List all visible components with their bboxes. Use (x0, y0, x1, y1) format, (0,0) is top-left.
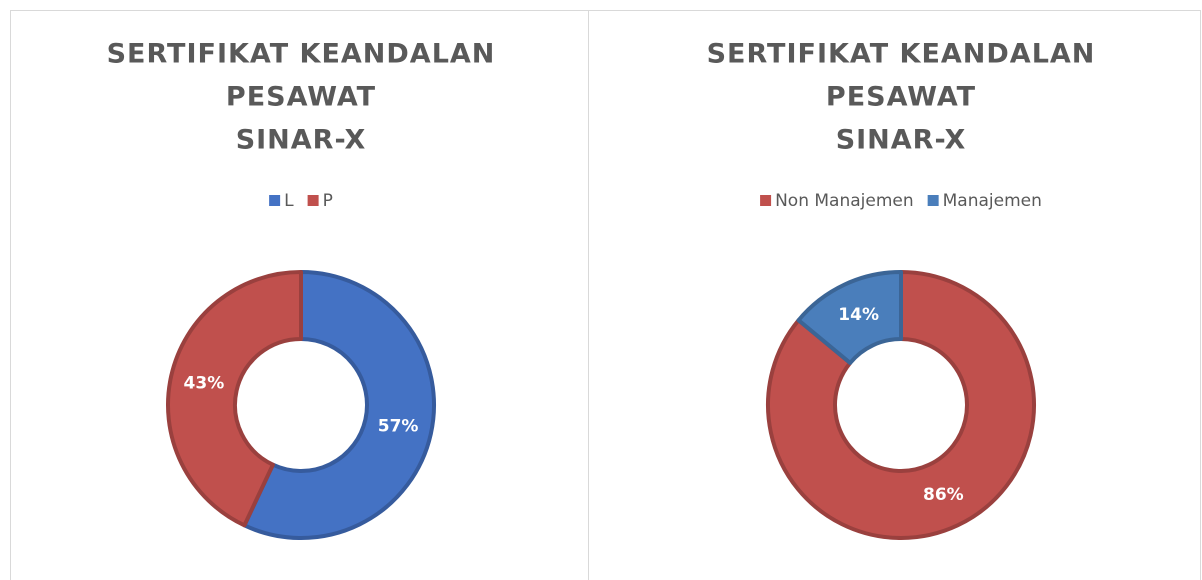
chart-title: PESAWAT (226, 82, 376, 113)
legend-swatch (927, 195, 939, 206)
data-label: 43% (184, 373, 225, 393)
donut-segment (242, 270, 436, 540)
donut-segment (796, 270, 903, 365)
chart-title: PESAWAT (826, 82, 976, 113)
legend-label: Non Manajemen (775, 191, 914, 211)
data-label: 86% (923, 485, 964, 505)
donut-segment (166, 270, 303, 528)
chart-title: SINAR-X (836, 125, 967, 156)
panel-frame (10, 10, 1201, 580)
legend-swatch (269, 195, 281, 206)
legend-label: L (284, 191, 294, 211)
chart-title: SINAR-X (236, 125, 367, 156)
data-label: 14% (838, 305, 879, 325)
legend-label: Manajemen (943, 191, 1042, 211)
chart-title: SERTIFIKAT KEANDALAN (107, 39, 496, 70)
donut-segment (766, 270, 1036, 540)
legend-swatch (307, 195, 319, 206)
legend-label: P (323, 191, 333, 211)
legend-swatch (760, 195, 772, 206)
data-label: 57% (378, 417, 419, 437)
chart-title: SERTIFIKAT KEANDALAN (707, 39, 1096, 70)
